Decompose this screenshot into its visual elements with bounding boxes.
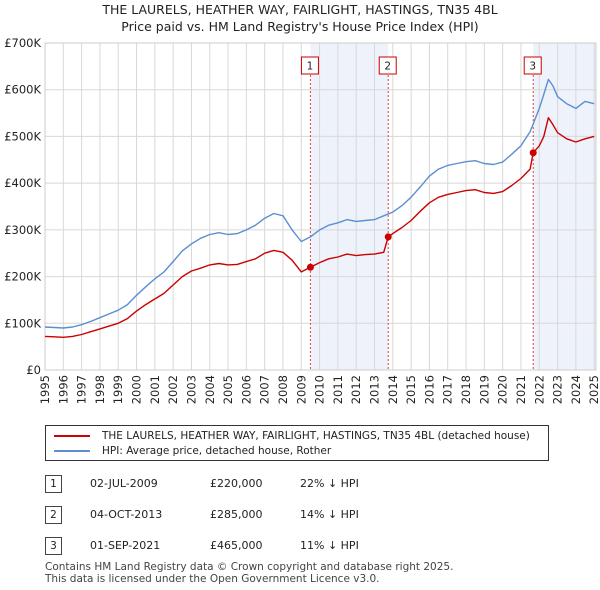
x-tick-label: 1996	[56, 375, 70, 404]
x-tick-label: 2010	[313, 375, 327, 404]
y-tick-label: £200K	[4, 270, 41, 284]
x-tick-label: 2021	[514, 375, 528, 404]
transaction-price: £465,000	[210, 539, 263, 552]
chart-title: THE LAURELS, HEATHER WAY, FAIRLIGHT, HAS…	[102, 2, 498, 17]
x-tick-label: 1995	[38, 375, 52, 404]
legend-item-property: THE LAURELS, HEATHER WAY, FAIRLIGHT, HAS…	[54, 429, 530, 443]
x-tick-label: 2020	[496, 375, 510, 404]
x-tick-label: 2025	[587, 375, 600, 404]
plot-frame	[44, 42, 597, 371]
x-tick-label: 2024	[569, 375, 583, 404]
y-tick-label: £600K	[4, 83, 41, 97]
y-tick-label: £100K	[4, 316, 41, 330]
legend-swatch-hpi	[54, 450, 90, 452]
x-tick-label: 1999	[111, 375, 125, 404]
sale-point	[529, 149, 537, 157]
shaded-period	[533, 43, 596, 370]
property-series-line	[44, 116, 595, 338]
x-tick-label: 2023	[551, 375, 565, 404]
y-tick-label: £300K	[4, 223, 41, 237]
shaded-period	[310, 43, 389, 370]
hpi-series-line	[44, 78, 595, 329]
x-tick-label: 2003	[184, 375, 198, 404]
footer-copyright: Contains HM Land Registry data © Crown c…	[45, 561, 454, 573]
transaction-hpi-diff: 14% ↓ HPI	[300, 508, 359, 521]
y-tick-label: £500K	[4, 129, 41, 143]
transaction-price: £220,000	[210, 477, 263, 490]
x-tick-label: 2022	[532, 375, 546, 404]
y-tick-label: £0	[26, 363, 41, 377]
x-tick-label: 2006	[239, 375, 253, 404]
x-tick-label: 2014	[386, 375, 400, 404]
legend-swatch-property	[54, 435, 90, 437]
transaction-hpi-diff: 11% ↓ HPI	[300, 539, 359, 552]
price-chart: 1 2 3 £0 £100K £200K £300K £400K £500K £600K £700K…	[4, 36, 600, 404]
transaction-date: 04-OCT-2013	[90, 508, 163, 521]
x-tick-label: 2001	[148, 375, 162, 404]
x-tick-label: 1998	[93, 375, 107, 404]
chart-subtitle: Price paid vs. HM Land Registry's House …	[121, 19, 479, 34]
sale-marker-box	[300, 56, 319, 75]
transaction-number: 2	[45, 506, 62, 524]
x-tick-label: 2008	[276, 375, 290, 404]
x-tick-label: 2019	[477, 375, 491, 404]
sale-marker-box	[378, 56, 397, 75]
x-tick-label: 2011	[331, 375, 345, 404]
y-tick-label: £700K	[4, 36, 41, 50]
transaction-number: 1	[45, 475, 62, 493]
sale-marker-label: 2	[384, 61, 391, 73]
sale-marker-label: 3	[529, 61, 536, 73]
x-tick-label: 2017	[441, 375, 455, 404]
transaction-number: 3	[45, 537, 62, 555]
sale-point	[306, 263, 314, 271]
x-tick-label: 2016	[422, 375, 436, 404]
footer-licence: This data is licensed under the Open Gov…	[45, 573, 380, 585]
x-tick-label: 2004	[203, 375, 217, 404]
sale-marker-label: 1	[307, 61, 314, 73]
legend-label-hpi: HPI: Average price, detached house, Roth…	[102, 445, 332, 457]
x-tick-label: 2000	[130, 375, 144, 404]
legend: THE LAURELS, HEATHER WAY, FAIRLIGHT, HAS…	[45, 425, 549, 461]
sale-point	[384, 233, 392, 241]
transaction-price: £285,000	[210, 508, 263, 521]
transaction-hpi-diff: 22% ↓ HPI	[300, 477, 359, 490]
legend-label-property: THE LAURELS, HEATHER WAY, FAIRLIGHT, HAS…	[102, 430, 530, 442]
transaction-date: 02-JUL-2009	[90, 477, 158, 490]
x-tick-label: 2012	[349, 375, 363, 404]
legend-item-hpi: HPI: Average price, detached house, Roth…	[54, 444, 331, 458]
x-tick-label: 2013	[368, 375, 382, 404]
x-tick-label: 2002	[166, 375, 180, 404]
x-tick-label: 2018	[459, 375, 473, 404]
x-tick-label: 2007	[258, 375, 272, 404]
x-tick-label: 2009	[294, 375, 308, 404]
x-tick-label: 2015	[404, 375, 418, 404]
sale-marker-box	[523, 56, 542, 75]
transaction-date: 01-SEP-2021	[90, 539, 161, 552]
x-tick-label: 2005	[221, 375, 235, 404]
y-tick-label: £400K	[4, 176, 41, 190]
x-tick-label: 1997	[75, 375, 89, 404]
